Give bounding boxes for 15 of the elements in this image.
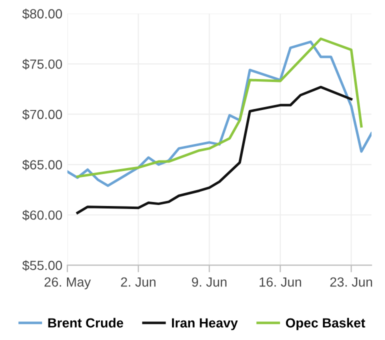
- x-tick-label: 9. Jun: [192, 277, 226, 287]
- y-tick-label: $65.00: [22, 160, 62, 170]
- legend-label: Iran Heavy: [172, 318, 238, 330]
- y-tick-label: $80.00: [22, 8, 62, 20]
- legend-label: Brent Crude: [48, 318, 124, 328]
- y-tick-label: $60.00: [22, 210, 62, 221]
- y-tick-label: $55.00: [22, 260, 62, 271]
- x-tick-label: 26. May: [44, 277, 91, 290]
- y-tick-label: $70.00: [22, 109, 62, 120]
- x-tick-label: 23. Jun: [330, 277, 372, 287]
- x-tick-label: 16. Jun: [260, 277, 302, 287]
- x-tick-label: 2. Jun: [121, 277, 156, 287]
- legend-label: Opec Basket: [286, 318, 366, 330]
- line-series: [76, 86, 352, 214]
- y-tick-label: $75.00: [22, 58, 62, 70]
